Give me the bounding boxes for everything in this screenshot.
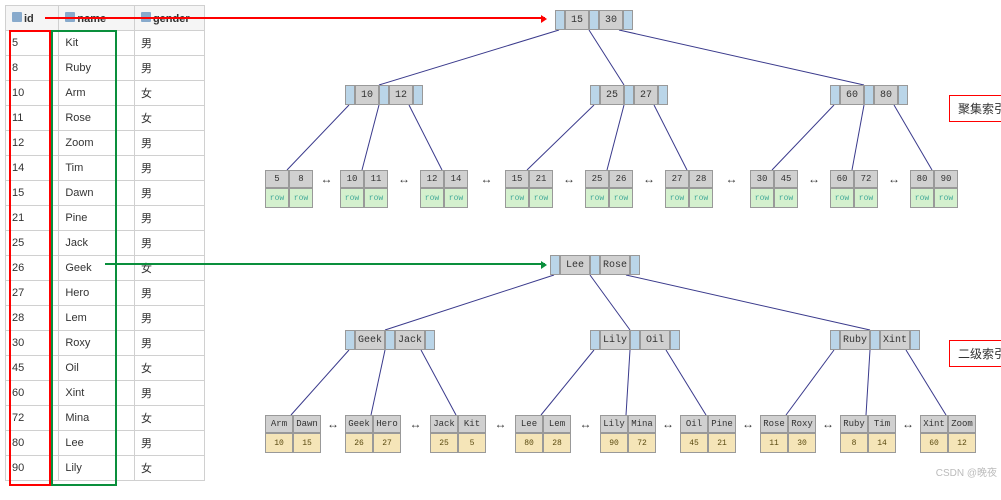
id-column-highlight [9, 30, 51, 486]
tree-node: GeekJack [345, 330, 435, 350]
tree-leaf: XintZoom6012 [920, 415, 976, 453]
tree-leaf: LeeLem8028 [515, 415, 571, 453]
tree-leaf: JackKit255 [430, 415, 486, 453]
tree-node: RubyXint [830, 330, 920, 350]
leaf-link-arrow: ↔ [888, 172, 900, 186]
watermark: CSDN @晚夜 [936, 464, 997, 479]
tree-leaf: 2526rowrow [585, 170, 633, 208]
tree-leaf: 58rowrow [265, 170, 313, 208]
leaf-link-arrow: ↔ [662, 417, 674, 431]
tree-leaf: ArmDawn1015 [265, 415, 321, 453]
tree-leaf: 3045rowrow [750, 170, 798, 208]
leaf-link-arrow: ↔ [742, 417, 754, 431]
tree-leaf: 8090rowrow [910, 170, 958, 208]
tree-leaf: 1521rowrow [505, 170, 553, 208]
data-table-area: id name gender 5Kit男8Ruby男10Arm女11Rose女1… [5, 5, 205, 481]
tree-leaf: RubyTim814 [840, 415, 896, 453]
secondary-label: 二级索引 [949, 340, 1001, 367]
tree-node: 1012 [345, 85, 423, 105]
tree-node: LilyOil [590, 330, 680, 350]
leaf-link-arrow: ↔ [410, 417, 422, 431]
tree-leaf: GeekHero2627 [345, 415, 401, 453]
clustered-label: 聚集索引 [949, 95, 1001, 122]
tree-node: 2527 [590, 85, 668, 105]
leaf-link-arrow: ↔ [580, 417, 592, 431]
tree-node: LeeRose [550, 255, 640, 275]
tree-node: 6080 [830, 85, 908, 105]
secondary-index-tree: LeeRose GeekJack LilyOil RubyXint ArmDawn101… [205, 255, 995, 470]
tree-node: 1530 [555, 10, 633, 30]
clustered-index-tree: 1530 1012 2527 6080 58rowrow 1011rowrow ↔ 1214r… [205, 10, 995, 220]
leaf-link-arrow: ↔ [643, 172, 655, 186]
leaf-link-arrow: ↔ [495, 417, 507, 431]
tree-leaf: RoseRoxy1130 [760, 415, 816, 453]
leaf-link-arrow: ↔ [822, 417, 834, 431]
tree-leaf: LilyMina9072 [600, 415, 656, 453]
leaf-link-arrow: ↔ [327, 417, 339, 431]
leaf-link-arrow: ↔ [398, 172, 410, 186]
tree-leaf: OilPine4521 [680, 415, 736, 453]
tree-leaf: 6072rowrow [830, 170, 878, 208]
tree-leaf: 1011rowrow [340, 170, 388, 208]
tree-leaf: 2728rowrow [665, 170, 713, 208]
leaf-link-arrow: ↔ [321, 172, 333, 186]
tree-leaf: 1214rowrow [420, 170, 468, 208]
leaf-link-arrow: ↔ [481, 172, 493, 186]
leaf-link-arrow: ↔ [808, 172, 820, 186]
leaf-link-arrow: ↔ [726, 172, 738, 186]
leaf-link-arrow: ↔ [563, 172, 575, 186]
name-column-highlight [51, 30, 117, 486]
leaf-link-arrow: ↔ [902, 417, 914, 431]
